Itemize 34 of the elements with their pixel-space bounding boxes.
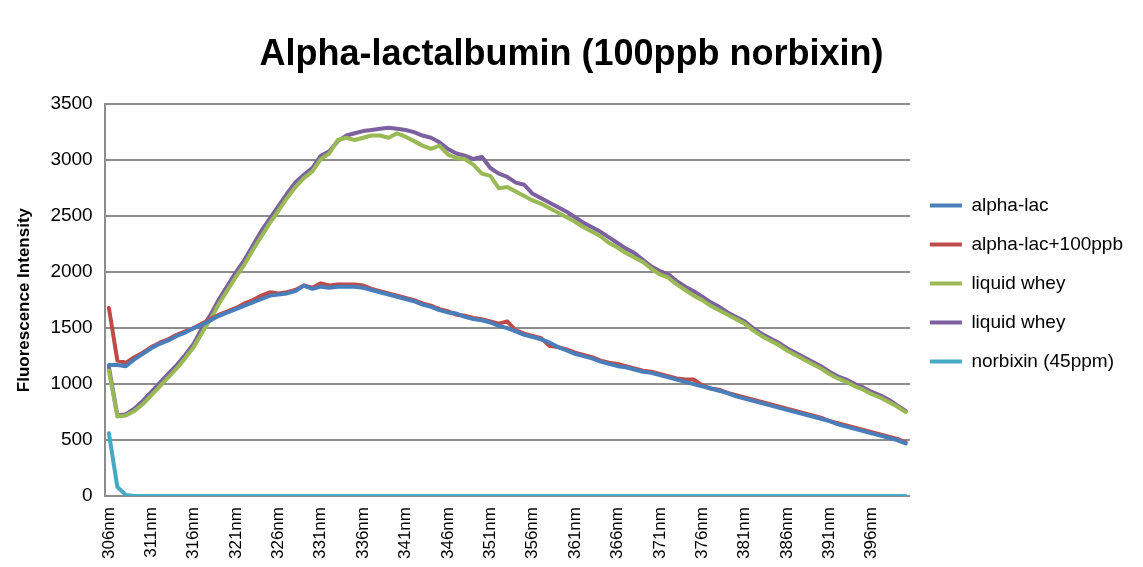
x-tick-label: 381nm: [734, 507, 754, 559]
x-tick-label: 376nm: [691, 507, 711, 559]
legend-label: alpha-lac: [971, 193, 1049, 215]
x-tick-label: 311nm: [140, 507, 160, 558]
y-tick-label: 3500: [50, 92, 93, 114]
y-tick-label: 2000: [50, 260, 93, 282]
y-tick-label: 0: [82, 484, 93, 506]
x-tick-label: 346nm: [437, 507, 457, 559]
x-tick-label: 306nm: [98, 507, 118, 559]
y-tick-label: 2500: [50, 204, 93, 226]
x-tick-label: 331nm: [310, 507, 330, 559]
y-tick-label: 3000: [50, 148, 93, 170]
x-tick-label: 321nm: [225, 507, 245, 559]
x-tick-label: 316nm: [183, 507, 203, 559]
y-tick-label: 1000: [50, 372, 93, 394]
chart-title: Alpha-lactalbumin (100ppb norbixin): [259, 31, 884, 73]
y-tick-label: 500: [60, 428, 93, 450]
x-tick-label: 341nm: [395, 507, 415, 559]
legend-label: liquid whey: [971, 271, 1066, 293]
x-tick-label: 361nm: [564, 507, 584, 559]
x-tick-label: 366nm: [607, 507, 627, 559]
x-tick-label: 351nm: [480, 507, 500, 559]
y-axis-title: Fluorescence Intensity: [13, 207, 33, 393]
x-tick-label: 386nm: [776, 507, 796, 559]
legend-label: norbixin (45ppm): [971, 349, 1114, 371]
x-tick-label: 336nm: [352, 507, 372, 559]
x-tick-label: 391nm: [819, 507, 839, 559]
legend-label: alpha-lac+100ppb: [971, 232, 1124, 254]
x-tick-label: 326nm: [268, 507, 288, 559]
x-tick-label: 356nm: [522, 507, 542, 559]
y-tick-label: 1500: [50, 316, 93, 338]
x-tick-label: 371nm: [649, 507, 669, 559]
legend-label: liquid whey: [971, 310, 1066, 332]
x-tick-label: 396nm: [861, 507, 881, 559]
